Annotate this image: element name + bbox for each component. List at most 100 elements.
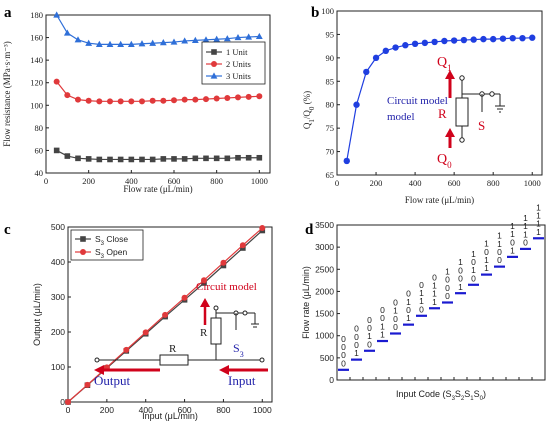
data-point [191,36,199,43]
data-point [160,97,167,104]
resistor-top [210,317,222,345]
data-point [489,35,497,43]
data-point [213,155,220,162]
circuit-model-inset: Circuit model model Q1 Q0 R S [387,55,505,170]
circuit-model-label: Circuit model [387,95,448,107]
data-point [223,35,231,42]
node [459,75,465,81]
y-tick-label: 400 [51,257,65,267]
y-tick-label: 60 [35,145,44,155]
data-point [53,11,61,18]
data-point [117,40,125,47]
data-point [107,156,113,163]
node [259,357,265,363]
data-point [96,98,103,105]
legend-marker [80,249,86,255]
flow-arrow-head [200,298,210,307]
y-tick-label: 80 [35,123,44,133]
data-point [149,156,156,163]
y-tick-label: 1500 [315,309,334,319]
data-point [96,156,103,163]
x-tick-label: 400 [139,405,153,415]
data-point [256,93,263,100]
y-tick-label: 120 [30,78,43,88]
data-point [64,153,71,159]
y-tick-label: 70 [326,147,335,157]
x-tick-label: 600 [168,176,181,186]
data-point [470,36,477,43]
legend-label: S3 Close [95,234,128,247]
data-point [171,156,177,162]
data-point [74,36,82,43]
plot-d: 0 500 1000 1500 2000 2500 3000 3500 0 0 0 0 0 0 0 1 0 0 1 0… [301,202,546,402]
input-arrow-head [219,365,229,375]
y-tick-label: 2000 [315,286,334,296]
plot-frame [45,14,271,174]
y-tick-label: 100 [51,362,65,372]
x-tick-label: 600 [177,405,191,415]
output-label: Output [94,373,131,388]
x-tick-label: 0 [66,405,71,415]
r-label-top: R [200,327,208,339]
y-tick-label: 140 [30,55,43,65]
legend-label: 2 Units [226,59,251,69]
data-point [431,38,438,46]
data-point [235,94,241,101]
data-point [245,154,252,161]
data-point [53,78,60,85]
q1-label: Q1 [437,55,452,73]
data-point [171,97,177,104]
data-point [127,40,135,47]
y-tick-label: 85 [326,76,335,86]
data-point [411,40,419,47]
data-point [117,98,124,105]
y-tick-label: 100 [321,6,334,16]
circuit-model-label2: model [387,111,415,123]
data-point [201,277,207,284]
data-point [64,92,71,99]
data-point [529,34,536,41]
circuit-model-inset: Circuit model R S3 R Output Input [94,281,268,388]
x-tick-label: 0 [44,176,48,186]
legend-marker [211,61,217,67]
data-point [343,157,350,165]
x-axis-label: Flow rate (μL/min) [123,184,192,194]
y-axis-label: Flow rate (μL/min) [301,266,311,339]
data-point [107,98,113,105]
data-point [392,44,399,51]
x-axis-label: Input (μL/min) [142,411,198,421]
data-point [372,54,380,62]
circuit-model-label: Circuit model [196,281,257,293]
y-tick-label: 100 [30,100,43,110]
legend-marker [211,49,217,55]
y-tick-label: 500 [320,353,334,363]
x-axis-label: Input Code (S3S2S1S0) [396,389,486,402]
y-tick-label: 95 [326,29,335,39]
data-point [245,93,252,100]
data-point [181,37,189,44]
data-point [192,155,199,162]
panel-label-b: b [311,5,319,21]
data-point [402,42,409,49]
y-tick-label: 90 [326,53,335,63]
y-tick-label: 40 [35,168,44,178]
x-tick-label: 400 [409,178,422,188]
data-point [160,156,167,162]
data-point [509,34,516,42]
node [489,91,495,97]
x-tick-label: 400 [125,176,138,186]
y-tick-label: 200 [51,327,65,337]
y-tick-label: 500 [51,222,65,232]
data-point [106,40,114,47]
data-point [245,33,253,40]
data-point [159,39,167,46]
